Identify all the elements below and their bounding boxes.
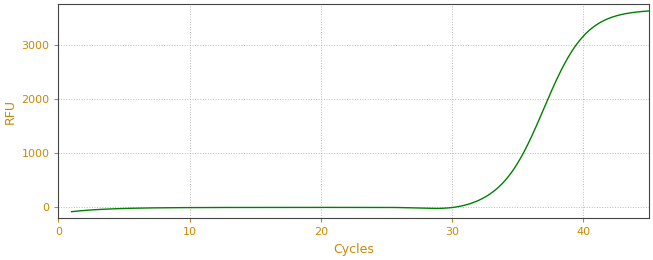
Y-axis label: RFU: RFU (4, 99, 17, 124)
X-axis label: Cycles: Cycles (333, 243, 374, 256)
